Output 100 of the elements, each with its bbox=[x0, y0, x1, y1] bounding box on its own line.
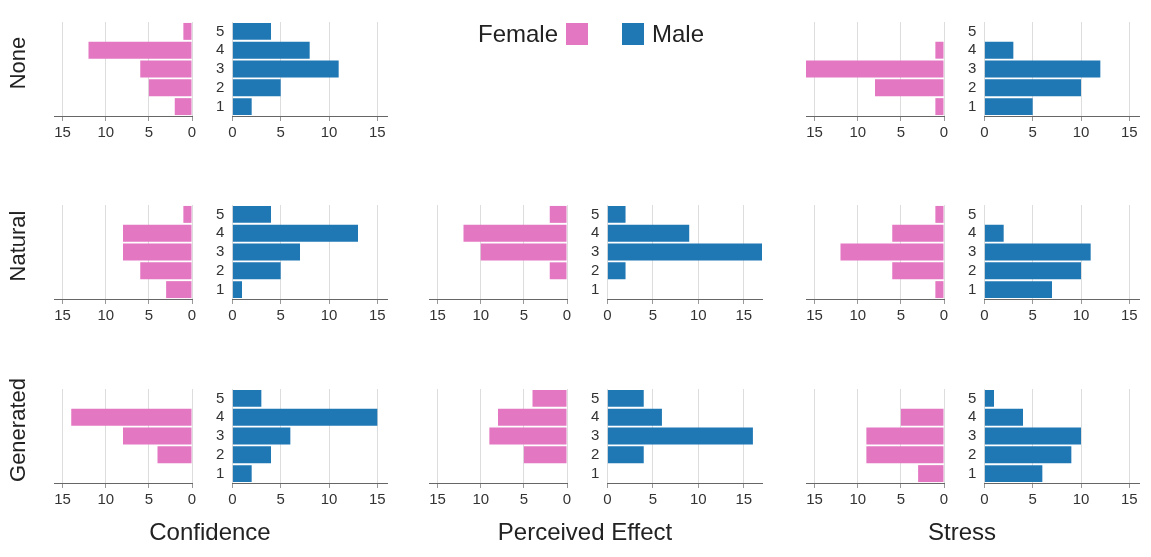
x-tick-label: 0 bbox=[980, 123, 989, 141]
x-tick-label: 15 bbox=[735, 306, 753, 324]
bar bbox=[174, 98, 192, 116]
bar bbox=[532, 389, 567, 407]
y-tick-label: 2 bbox=[968, 444, 977, 462]
bar bbox=[984, 389, 995, 407]
y-tick-label: 1 bbox=[968, 279, 977, 297]
bar bbox=[984, 427, 1081, 445]
bar bbox=[140, 262, 192, 280]
x-tick-label: 15 bbox=[368, 490, 386, 508]
x-tick-label: 10 bbox=[1072, 490, 1090, 508]
y-tick-label: 2 bbox=[591, 260, 600, 278]
bar bbox=[232, 408, 378, 426]
y-tick-label: 4 bbox=[216, 40, 225, 58]
y-tick-label: 3 bbox=[968, 426, 977, 444]
x-tick-label: 5 bbox=[896, 123, 906, 141]
bar bbox=[607, 224, 690, 242]
bar bbox=[866, 427, 944, 445]
x-tick-label: 10 bbox=[320, 123, 338, 141]
y-axis-title: None bbox=[5, 36, 31, 90]
x-tick-label: 15 bbox=[429, 306, 446, 324]
x-tick-label: 15 bbox=[368, 306, 386, 324]
x-tick-label: 15 bbox=[54, 490, 71, 508]
x-tick-label: 15 bbox=[54, 123, 71, 141]
bar bbox=[549, 262, 567, 280]
x-tick-label: 0 bbox=[187, 490, 197, 508]
bar bbox=[123, 243, 192, 261]
x-tick-label: 5 bbox=[276, 123, 285, 141]
x-tick-label: 15 bbox=[1120, 490, 1138, 508]
x-tick-label: 0 bbox=[187, 306, 197, 324]
bar bbox=[607, 243, 762, 261]
bar bbox=[984, 262, 1081, 280]
bar bbox=[607, 262, 626, 280]
bar bbox=[984, 465, 1043, 483]
x-tick-label: 10 bbox=[1072, 123, 1090, 141]
y-tick-label: 2 bbox=[216, 260, 225, 278]
y-tick-label: 3 bbox=[216, 426, 225, 444]
bar bbox=[489, 427, 567, 445]
bar bbox=[232, 389, 262, 407]
x-tick-label: 0 bbox=[939, 490, 949, 508]
x-tick-label: 5 bbox=[1028, 490, 1037, 508]
x-tick-label: 0 bbox=[603, 490, 612, 508]
bar bbox=[232, 205, 272, 223]
x-tick-label: 10 bbox=[849, 490, 867, 508]
bar bbox=[123, 427, 192, 445]
bar bbox=[900, 408, 944, 426]
y-tick-label: 1 bbox=[591, 463, 600, 481]
bar bbox=[607, 427, 753, 445]
bar bbox=[806, 60, 944, 78]
bar bbox=[607, 446, 644, 464]
y-tick-label: 5 bbox=[216, 388, 225, 406]
x-tick-label: 5 bbox=[519, 490, 529, 508]
x-tick-label: 0 bbox=[228, 306, 237, 324]
y-tick-label: 5 bbox=[968, 204, 977, 222]
x-tick-label: 5 bbox=[144, 306, 154, 324]
bar bbox=[984, 243, 1091, 261]
bar bbox=[166, 281, 192, 299]
legend-label: Female bbox=[478, 20, 559, 48]
bar bbox=[875, 79, 944, 97]
y-tick-label: 4 bbox=[968, 407, 977, 425]
x-tick-label: 15 bbox=[429, 490, 446, 508]
x-tick-label: 5 bbox=[276, 306, 285, 324]
y-tick-label: 4 bbox=[591, 407, 600, 425]
x-tick-label: 10 bbox=[320, 306, 338, 324]
bar bbox=[480, 243, 567, 261]
y-tick-label: 5 bbox=[591, 388, 600, 406]
bar bbox=[607, 205, 626, 223]
y-axis-title: Natural bbox=[5, 210, 31, 282]
y-tick-label: 5 bbox=[591, 204, 600, 222]
bar bbox=[232, 427, 291, 445]
bar bbox=[984, 79, 1081, 97]
bar bbox=[232, 446, 272, 464]
bar bbox=[157, 446, 192, 464]
y-tick-label: 5 bbox=[968, 21, 977, 39]
y-tick-label: 4 bbox=[216, 223, 225, 241]
x-tick-label: 10 bbox=[472, 306, 490, 324]
y-tick-label: 2 bbox=[216, 77, 225, 95]
x-tick-label: 10 bbox=[689, 306, 707, 324]
x-tick-label: 5 bbox=[648, 306, 657, 324]
bar bbox=[232, 224, 358, 242]
y-tick-label: 4 bbox=[591, 223, 600, 241]
x-tick-label: 0 bbox=[939, 123, 949, 141]
bar bbox=[918, 465, 944, 483]
bar bbox=[123, 224, 192, 242]
bar bbox=[71, 408, 192, 426]
x-tick-label: 5 bbox=[1028, 306, 1037, 324]
bar bbox=[892, 224, 944, 242]
y-tick-label: 4 bbox=[968, 223, 977, 241]
x-tick-label: 10 bbox=[97, 490, 115, 508]
x-tick-label: 5 bbox=[276, 490, 285, 508]
x-tick-label: 5 bbox=[144, 123, 154, 141]
x-tick-label: 0 bbox=[562, 306, 572, 324]
x-tick-label: 15 bbox=[1120, 306, 1138, 324]
y-tick-label: 4 bbox=[968, 40, 977, 58]
bar bbox=[232, 465, 252, 483]
bar bbox=[935, 281, 944, 299]
bar bbox=[88, 41, 192, 59]
x-tick-label: 10 bbox=[849, 123, 867, 141]
legend-label: Male bbox=[652, 20, 705, 48]
x-tick-label: 15 bbox=[806, 490, 823, 508]
